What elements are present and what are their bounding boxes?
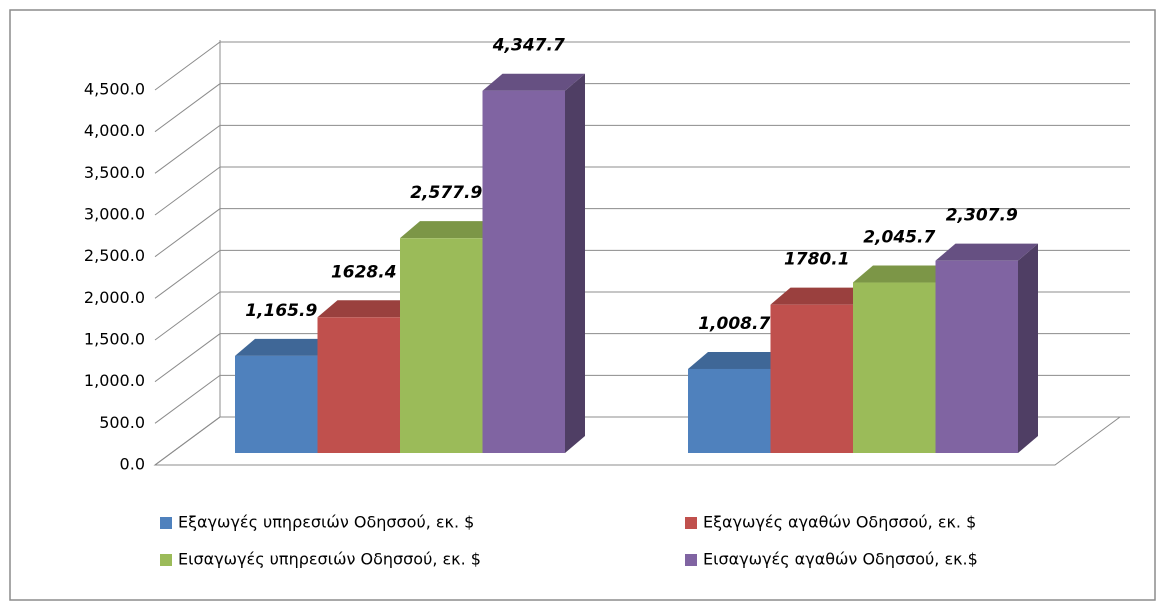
- bar: [482, 90, 565, 454]
- bar-top: [853, 265, 956, 283]
- y-tick-label: 3,000.0: [84, 205, 145, 224]
- legend-label: Εξαγωγές αγαθών Οδησσού, εκ. $: [703, 513, 976, 532]
- legend-label: Εισαγωγές αγαθών Οδησσού, εκ.$: [703, 550, 978, 569]
- data-label: 4,347.7: [492, 36, 565, 56]
- bar: [400, 238, 483, 453]
- data-label: 2,045.7: [863, 228, 935, 248]
- grid-line: [154, 166, 1130, 216]
- legend-label: Εισαγωγές υπηρεσιών Οδησσού, εκ. $: [178, 550, 481, 569]
- bar: [770, 304, 853, 453]
- y-tick-label: 0.0: [120, 455, 145, 474]
- y-tick-label: 3,500.0: [84, 163, 145, 182]
- data-label: 2,307.9: [946, 206, 1018, 226]
- legend-swatch: [685, 517, 697, 529]
- y-tick-label: 1,000.0: [84, 371, 145, 390]
- y-tick-label: 2,000.0: [84, 288, 145, 307]
- bar-top: [400, 221, 503, 239]
- bar: [235, 355, 318, 453]
- data-label: 1,008.7: [698, 314, 770, 334]
- bar: [935, 260, 1018, 453]
- bar-top: [482, 73, 585, 91]
- bar-top: [235, 338, 338, 356]
- y-tick-label: 1,500.0: [84, 330, 145, 349]
- legend-swatch: [685, 554, 697, 566]
- grid-line: [154, 83, 1130, 133]
- data-label: 1,165.9: [245, 301, 317, 321]
- data-label: 1780.1: [784, 250, 850, 270]
- legend-swatch: [160, 554, 172, 566]
- data-label: 1628.4: [331, 262, 397, 282]
- grid-line: [154, 41, 1130, 91]
- grid-line: [154, 249, 1130, 299]
- bar-top: [935, 243, 1038, 261]
- y-tick-label: 500.0: [99, 413, 145, 432]
- bar: [853, 282, 936, 453]
- bar-side: [1018, 243, 1038, 453]
- bar-top: [770, 287, 873, 305]
- legend-label: Εξαγωγές υπηρεσιών Οδησσού, εκ. $: [178, 513, 474, 532]
- bar-top: [688, 351, 791, 369]
- grid-line: [154, 124, 1130, 174]
- bar-side: [565, 73, 585, 454]
- legend-swatch: [160, 517, 172, 529]
- bar: [317, 317, 400, 453]
- bar-top: [317, 300, 420, 318]
- data-label: 2,577.9: [410, 183, 482, 203]
- y-tick-label: 4,000.0: [84, 121, 145, 140]
- bar: [688, 368, 771, 453]
- y-tick-label: 4,500.0: [84, 80, 145, 99]
- grid-line: [154, 208, 1130, 258]
- y-tick-label: 2,500.0: [84, 246, 145, 265]
